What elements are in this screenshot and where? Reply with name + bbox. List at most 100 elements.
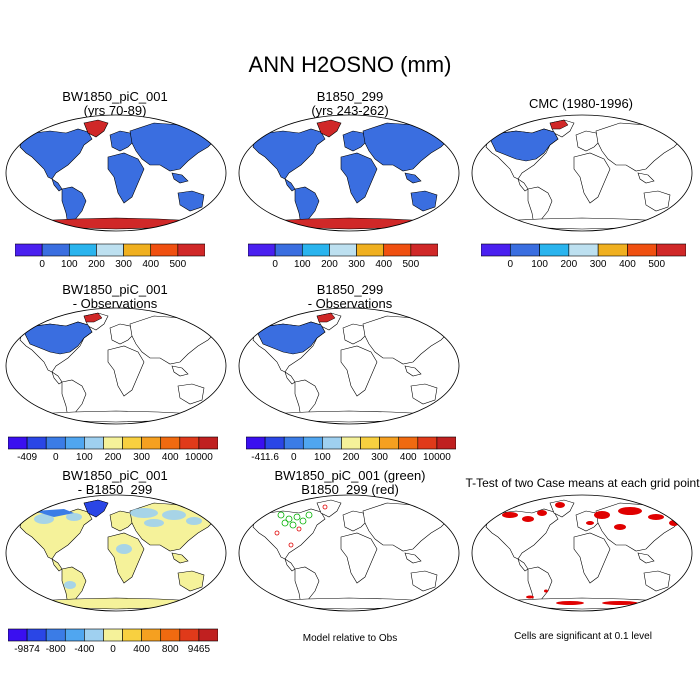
landmass-australia <box>643 190 671 212</box>
map-border <box>238 494 460 612</box>
landmass-australia <box>177 570 205 592</box>
colorbar-swatch <box>246 436 266 450</box>
landmass-central_america <box>51 371 63 385</box>
colorbar-label: 300 <box>348 259 365 270</box>
landmass-antarctica <box>33 597 199 610</box>
colorbar-swatch <box>41 243 70 257</box>
landmass-se_asia <box>404 172 422 184</box>
colorbar-swatch <box>179 628 200 642</box>
landmass-south_america <box>527 566 553 606</box>
landmass-south_america <box>61 186 87 226</box>
diff-patch <box>162 510 186 520</box>
colorbar-swatch <box>302 436 323 450</box>
colorbar-swatch <box>283 436 304 450</box>
snow-region-arctic <box>83 312 103 323</box>
landmass-europe <box>109 130 135 152</box>
map-panel-bw1850-minus-obs <box>5 307 227 425</box>
colorbar-swatch <box>26 628 47 642</box>
landmass-australia <box>410 190 438 212</box>
colorbar-label: 300 <box>371 452 388 463</box>
colorbar-label: 400 <box>133 644 150 655</box>
landmass-africa <box>107 152 145 204</box>
colorbar-swatch <box>179 436 200 450</box>
landmass-se_asia <box>171 552 189 564</box>
map-border <box>238 114 460 232</box>
colorbar-label: -9874 <box>14 644 40 655</box>
map-border <box>5 494 227 612</box>
colorbar-swatch <box>160 436 181 450</box>
landmass-antarctica <box>33 217 199 230</box>
landmass-north_america <box>485 508 559 560</box>
landmass-europe <box>109 510 135 532</box>
significant-cells <box>537 510 547 516</box>
map-panel-cmc <box>471 114 693 232</box>
colorbar-label: 200 <box>321 259 338 270</box>
landmass-greenland <box>316 119 342 138</box>
colorbar-swatch <box>248 243 276 257</box>
contour-red <box>296 526 302 532</box>
colorbar-swatch <box>64 436 85 450</box>
colorbar-swatch <box>301 243 330 257</box>
significant-cells <box>586 521 594 525</box>
colorbar-case-diff: -9874 -800 -400 0 400 800 9465 <box>8 628 218 655</box>
landmass-antarctica <box>499 217 665 230</box>
colorbar-label: 800 <box>162 644 179 655</box>
land-layer <box>485 499 683 610</box>
colorbar-label: 300 <box>115 259 132 270</box>
colorbar-label: 400 <box>375 259 392 270</box>
colorbar-swatch <box>68 243 97 257</box>
colorbar-label: 200 <box>105 452 122 463</box>
map-panel-contours <box>238 494 460 612</box>
panel-title-line2: (yrs 243-262) <box>311 103 389 118</box>
colorbar-swatch <box>45 628 66 642</box>
colorbar-label: 400 <box>162 452 179 463</box>
contour-red <box>322 504 328 510</box>
colorbar-label: -400 <box>74 644 94 655</box>
colorbar-swatch <box>198 436 218 450</box>
colorbar-swatch <box>322 436 342 450</box>
colorbar-label: 10000 <box>423 452 451 463</box>
colorbar-label: 100 <box>531 259 548 270</box>
note-model-relative: Model relative to Obs <box>302 633 398 644</box>
map-panel-case-diff <box>5 494 227 612</box>
significant-cells <box>526 595 534 599</box>
figure-title: ANN H2OSNO (mm) <box>248 52 452 77</box>
landmass-south_america <box>527 186 553 226</box>
landmass-se_asia <box>171 172 189 184</box>
colorbar-label: 200 <box>561 259 578 270</box>
colorbar-swatch <box>122 628 142 642</box>
panel-title-cmc: CMC (1980-1996) <box>466 97 696 111</box>
snow-region-north-america <box>256 321 326 355</box>
colorbar-swatch <box>568 243 599 257</box>
landmass-central_america <box>51 558 63 572</box>
landmass-north_america <box>252 508 326 560</box>
snow-region-arctic <box>316 312 336 323</box>
colorbar-swatch <box>141 628 162 642</box>
colorbar-swatch <box>96 243 124 257</box>
panel-title-b1850-minus-obs: B1850_299 - Observations <box>235 283 465 311</box>
contour-green <box>285 515 293 523</box>
colorbar-bw1850-minus-obs: -409 0 100 200 300 400 10000 <box>8 436 218 463</box>
colorbar-label: -409 <box>17 452 37 463</box>
landmass-central_america <box>284 558 296 572</box>
colorbar-swatch <box>509 243 540 257</box>
contour-red <box>274 530 280 536</box>
diff-patch <box>186 517 202 525</box>
colorbar-swatch <box>398 436 419 450</box>
colorbar-label: 400 <box>400 452 417 463</box>
land-layer <box>252 119 450 230</box>
diff-patch <box>64 581 76 589</box>
land-layer <box>19 312 217 423</box>
colorbar-swatch <box>64 628 85 642</box>
colorbar-label: 400 <box>142 259 159 270</box>
colorbar-swatch <box>410 243 438 257</box>
colorbar-swatch <box>264 436 285 450</box>
contour-green <box>289 521 297 529</box>
landmass-central_america <box>517 178 529 192</box>
colorbar-label: 400 <box>619 259 636 270</box>
colorbar-swatch <box>141 436 162 450</box>
colorbar-label: 500 <box>648 259 665 270</box>
colorbar-label: 500 <box>170 259 187 270</box>
colorbar-swatch <box>656 243 686 257</box>
colorbar-label: 0 <box>291 452 297 463</box>
